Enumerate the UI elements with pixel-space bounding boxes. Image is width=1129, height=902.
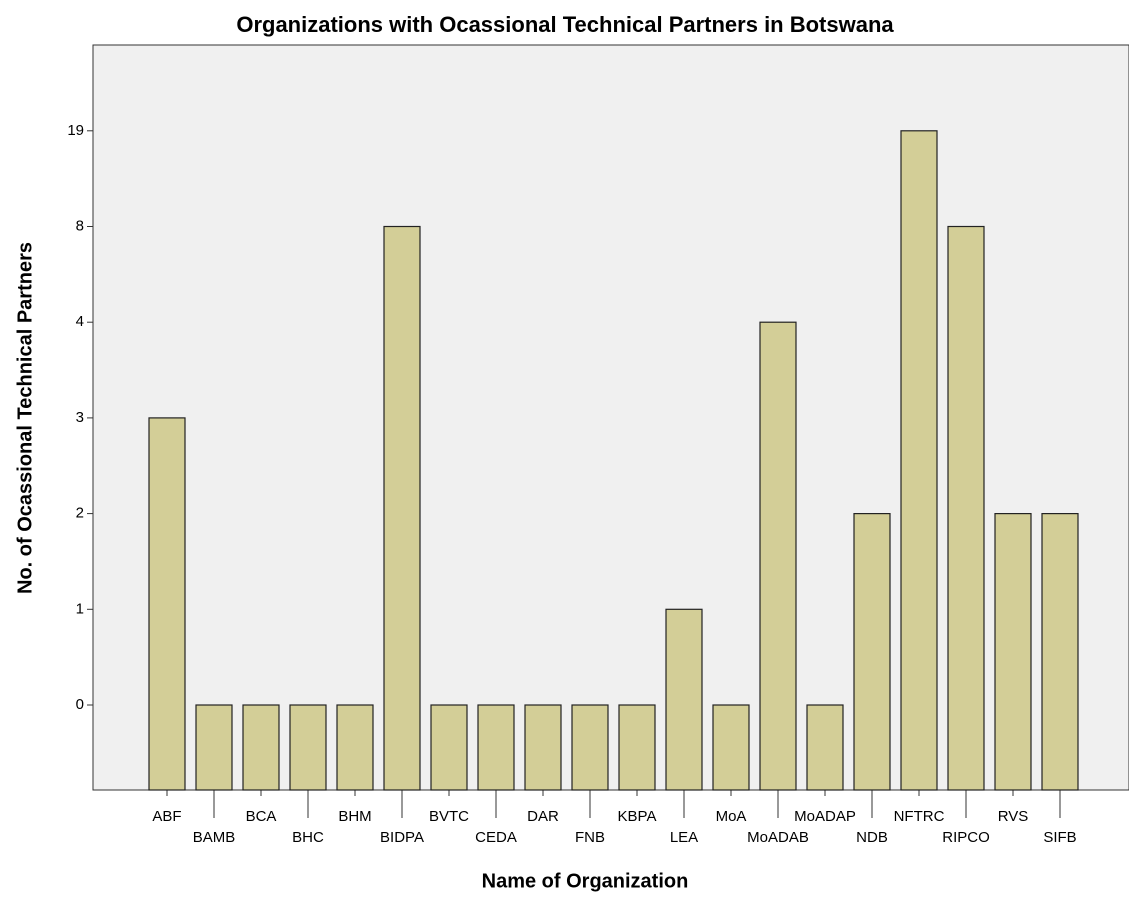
x-tick-label: BCA <box>246 808 277 825</box>
x-tick-label: NDB <box>856 829 888 846</box>
bar <box>383 225 421 791</box>
x-tick-label: MoADAP <box>794 808 856 825</box>
bar <box>524 704 562 791</box>
x-tick-label: CEDA <box>475 829 517 846</box>
x-tick-label: RIPCO <box>942 829 990 846</box>
y-tick-label: 8 <box>76 217 84 234</box>
bar <box>947 225 985 791</box>
bar <box>430 704 468 791</box>
y-axis-label: No. of Ocassional Technical Partners <box>14 242 36 594</box>
x-tick-label: BIDPA <box>380 829 424 846</box>
bar <box>477 704 515 791</box>
bar <box>195 704 233 791</box>
bar <box>336 704 374 791</box>
y-tick-label: 19 <box>67 122 84 139</box>
x-tick-label: BHC <box>292 829 324 846</box>
y-tick-label: 0 <box>76 696 84 713</box>
bar <box>571 704 609 791</box>
bar <box>712 704 750 791</box>
x-tick-label: BHM <box>338 808 371 825</box>
x-tick-label: SIFB <box>1043 829 1076 846</box>
x-tick-label: MoADAB <box>747 829 809 846</box>
x-tick-label: KBPA <box>618 808 657 825</box>
y-tick-label: 4 <box>76 313 84 330</box>
chart-title: Organizations with Ocassional Technical … <box>236 12 894 37</box>
bar <box>242 704 280 791</box>
x-tick-label: DAR <box>527 808 559 825</box>
y-tick-label: 3 <box>76 409 84 426</box>
bar <box>148 417 186 791</box>
bar <box>806 704 844 791</box>
x-tick-label: ABF <box>152 808 181 825</box>
x-tick-label: RVS <box>998 808 1029 825</box>
x-tick-label: MoA <box>716 808 747 825</box>
y-tick-label: 1 <box>76 600 84 617</box>
bar <box>900 130 938 791</box>
x-axis-label: Name of Organization <box>482 870 689 892</box>
x-tick-label: NFTRC <box>894 808 945 825</box>
x-tick-label: FNB <box>575 829 605 846</box>
bar <box>618 704 656 791</box>
bar <box>853 512 891 791</box>
y-tick-label: 2 <box>76 505 84 522</box>
bar <box>665 608 703 791</box>
bar <box>289 704 327 791</box>
x-tick-label: LEA <box>670 829 698 846</box>
bar <box>759 321 797 791</box>
x-tick-label: BVTC <box>429 808 469 825</box>
x-tick-label: BAMB <box>193 829 236 846</box>
bar <box>1041 512 1079 791</box>
bar <box>994 512 1032 791</box>
